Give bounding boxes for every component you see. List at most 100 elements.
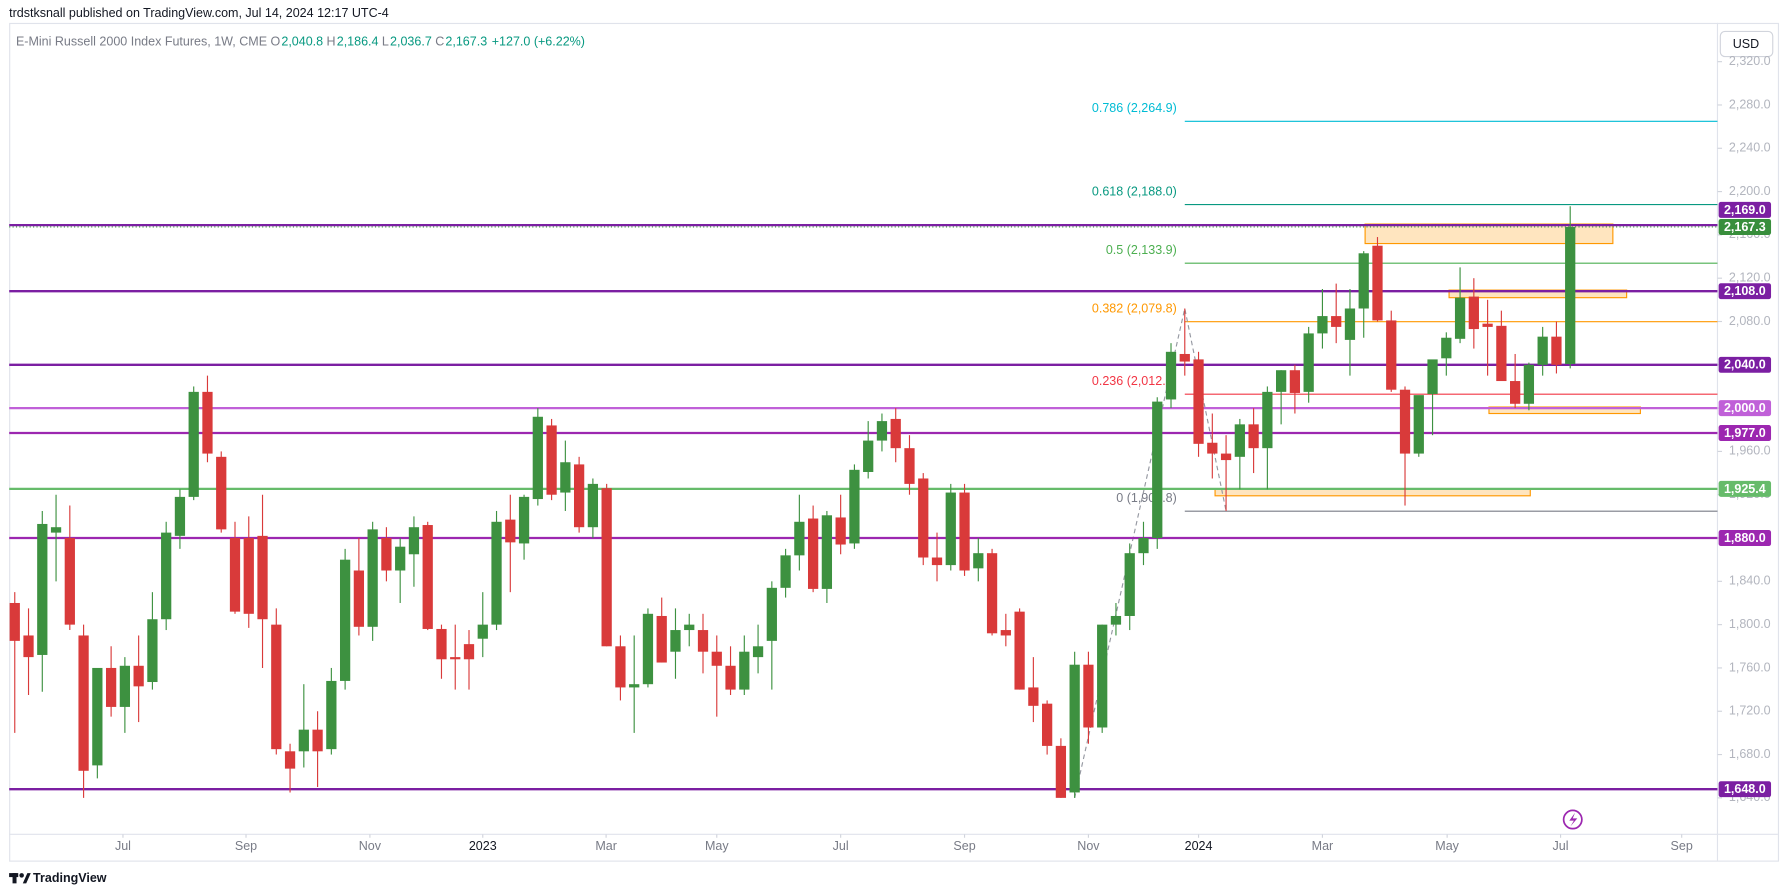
candle-body [1276,370,1287,392]
x-tick-label: Sep [235,839,257,853]
candle-body [587,483,599,528]
candle-body [1331,316,1342,327]
candle-body [326,680,337,750]
level-label: 1,977.0 [1724,426,1766,440]
candle-body [1399,389,1411,454]
candle-body [1386,320,1397,390]
y-tick-label: 2,240.0 [1729,141,1771,155]
candle-body [532,416,543,500]
candle-body [780,555,791,588]
ohlc-key: C [435,35,444,49]
pane-border [9,22,1780,862]
candle-body [1372,245,1383,321]
candle-body [918,478,929,558]
plot-area: 0.786 (2,264.9) 0.618 (2,188.0) 0.5 (2,133… [9,101,1718,798]
price-axis: 2,320.02,280.02,240.02,200.02,160.02,120… [1717,54,1772,804]
ohlc-value: 2,167.3 [445,35,487,49]
candle-body [739,651,750,690]
candle-body [298,729,309,752]
candle-body [1069,664,1080,793]
ohlc-value: 2,036.7 [390,35,432,49]
candle-body [546,425,557,495]
fib-label: 0 (1,904.8) [1116,491,1177,505]
level-label-bg [1718,530,1772,547]
fib-label: 0.5 (2,133.9) [1106,243,1177,257]
candle-body [243,538,254,614]
level-label-bg [1718,356,1772,373]
level-label-bg [1718,425,1772,441]
y-tick-label: 1,840.0 [1729,574,1771,588]
candle-body [1055,745,1067,798]
currency[interactable]: USD [1733,37,1759,51]
candle-body [37,523,48,655]
brand: TradingView [33,871,107,885]
candle-body [1097,624,1108,728]
candle-body [1289,370,1301,393]
candle-body [1358,253,1369,309]
candle-body [422,525,433,629]
y-tick-label: 1,720.0 [1729,704,1771,718]
level-label: 1,648.0 [1724,782,1766,796]
x-tick-label: Sep [953,839,975,853]
candle-body [1110,615,1122,625]
alert-icon[interactable] [1562,809,1583,830]
level-label: 1,880.0 [1724,531,1766,545]
candle-body [615,646,626,688]
candle-body [92,667,103,766]
candle-body [518,496,530,544]
candle-body [50,527,62,533]
x-tick-label: Nov [1077,839,1100,853]
x-tick-label: May [705,839,729,853]
candle-body [629,684,640,688]
candle-body [601,488,612,647]
level-label: 2,040.0 [1724,358,1766,372]
candle-body [188,391,199,497]
x-tick-label: Sep [1671,839,1693,853]
candle-body [1454,297,1466,339]
publisher: trdstksnall published on TradingView.com… [9,6,389,20]
candle-body [78,635,89,771]
candle-body [174,496,186,536]
ohlc-value: 2,040.8 [281,35,323,49]
alert-bolt [1569,812,1578,827]
candle-body [1138,538,1149,554]
candle-body [1042,703,1053,746]
y-tick-label: 2,320.0 [1729,54,1771,68]
x-tick-label: May [1435,839,1459,853]
candle-body [1083,664,1094,728]
candle-body [752,646,764,658]
level-label: 2,108.0 [1724,284,1766,298]
candle-body [904,448,915,484]
candle-body [1510,381,1521,404]
fib-label: 0.236 (2,012.9) [1092,374,1177,388]
currency-button[interactable] [1719,30,1774,58]
candle-body [945,492,956,566]
candle-body [491,521,502,625]
candle-body [684,624,695,631]
candle-body [1152,401,1163,539]
candle-body [477,624,488,639]
candle-body [794,521,805,556]
candle-body [450,657,461,660]
candle-body [202,391,213,454]
x-tick-label: Nov [359,839,382,853]
candle-body [436,628,447,660]
candle-body [229,538,241,612]
y-tick-label: 2,200.0 [1729,184,1771,198]
candle-body [1000,630,1011,636]
candle-body [1344,308,1356,340]
level-label: 1,925.4 [1724,482,1766,496]
candle-body [711,651,722,666]
candle-body [257,535,268,620]
candle-body [876,421,888,441]
candle-body [353,570,365,627]
candle-body [766,587,777,641]
candle-body [505,519,516,543]
candle-body [573,464,585,528]
logo-part [19,873,24,878]
level-label-bg [1718,201,1772,218]
candle-body [890,418,901,449]
candle-body [381,538,392,571]
candle-body [821,515,833,589]
candle-body [1014,611,1025,690]
